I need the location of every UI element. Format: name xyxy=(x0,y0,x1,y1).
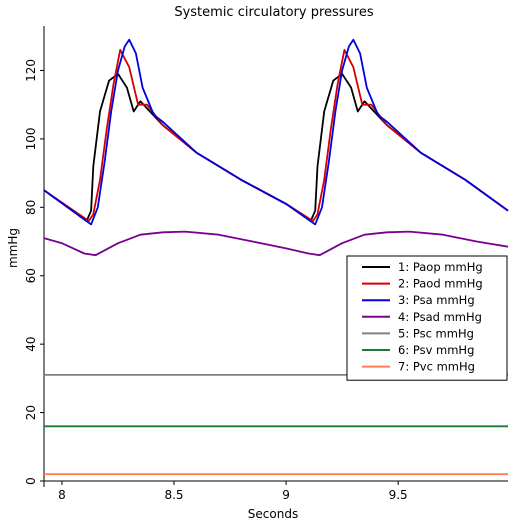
x-tick-label: 8.5 xyxy=(164,488,183,502)
y-tick-label: 60 xyxy=(24,268,38,283)
y-tick-label: 0 xyxy=(24,477,38,485)
y-tick-label: 40 xyxy=(24,337,38,352)
x-tick-label: 8 xyxy=(58,488,66,502)
y-tick-label: 120 xyxy=(24,59,38,82)
legend-entry: 3: Psa mmHg xyxy=(398,293,475,307)
legend-entry: 1: Paop mmHg xyxy=(398,260,483,274)
legend-entry: 6: Psv mmHg xyxy=(398,343,474,357)
x-axis-label: Seconds xyxy=(248,507,298,521)
series-line-4 xyxy=(43,230,509,257)
plot-area: 0 20 40 60 80 100 120 8 8.5 9 9.5 xyxy=(24,26,509,502)
legend: 1: Paop mmHg 2: Paod mmHg 3: Psa mmHg 4: Ps… xyxy=(346,255,508,381)
legend-box xyxy=(346,255,508,381)
chart-title: Systemic circulatory pressures xyxy=(174,5,374,20)
legend-entry: 5: Psc mmHg xyxy=(398,326,474,340)
x-tick-label: 9.5 xyxy=(389,488,408,502)
series-line-3 xyxy=(43,38,509,226)
y-tick-label: 100 xyxy=(24,127,38,150)
y-tick-label: 80 xyxy=(24,200,38,215)
legend-entry: 4: Psad mmHg xyxy=(398,310,482,324)
x-tick-label: 9 xyxy=(282,488,290,502)
legend-entry: 2: Paod mmHg xyxy=(398,277,483,291)
y-axis-label: mmHg xyxy=(6,228,20,268)
series-line-2 xyxy=(43,49,509,222)
legend-entry: 7: Pvc mmHg xyxy=(398,360,475,374)
y-tick-label: 20 xyxy=(24,405,38,420)
